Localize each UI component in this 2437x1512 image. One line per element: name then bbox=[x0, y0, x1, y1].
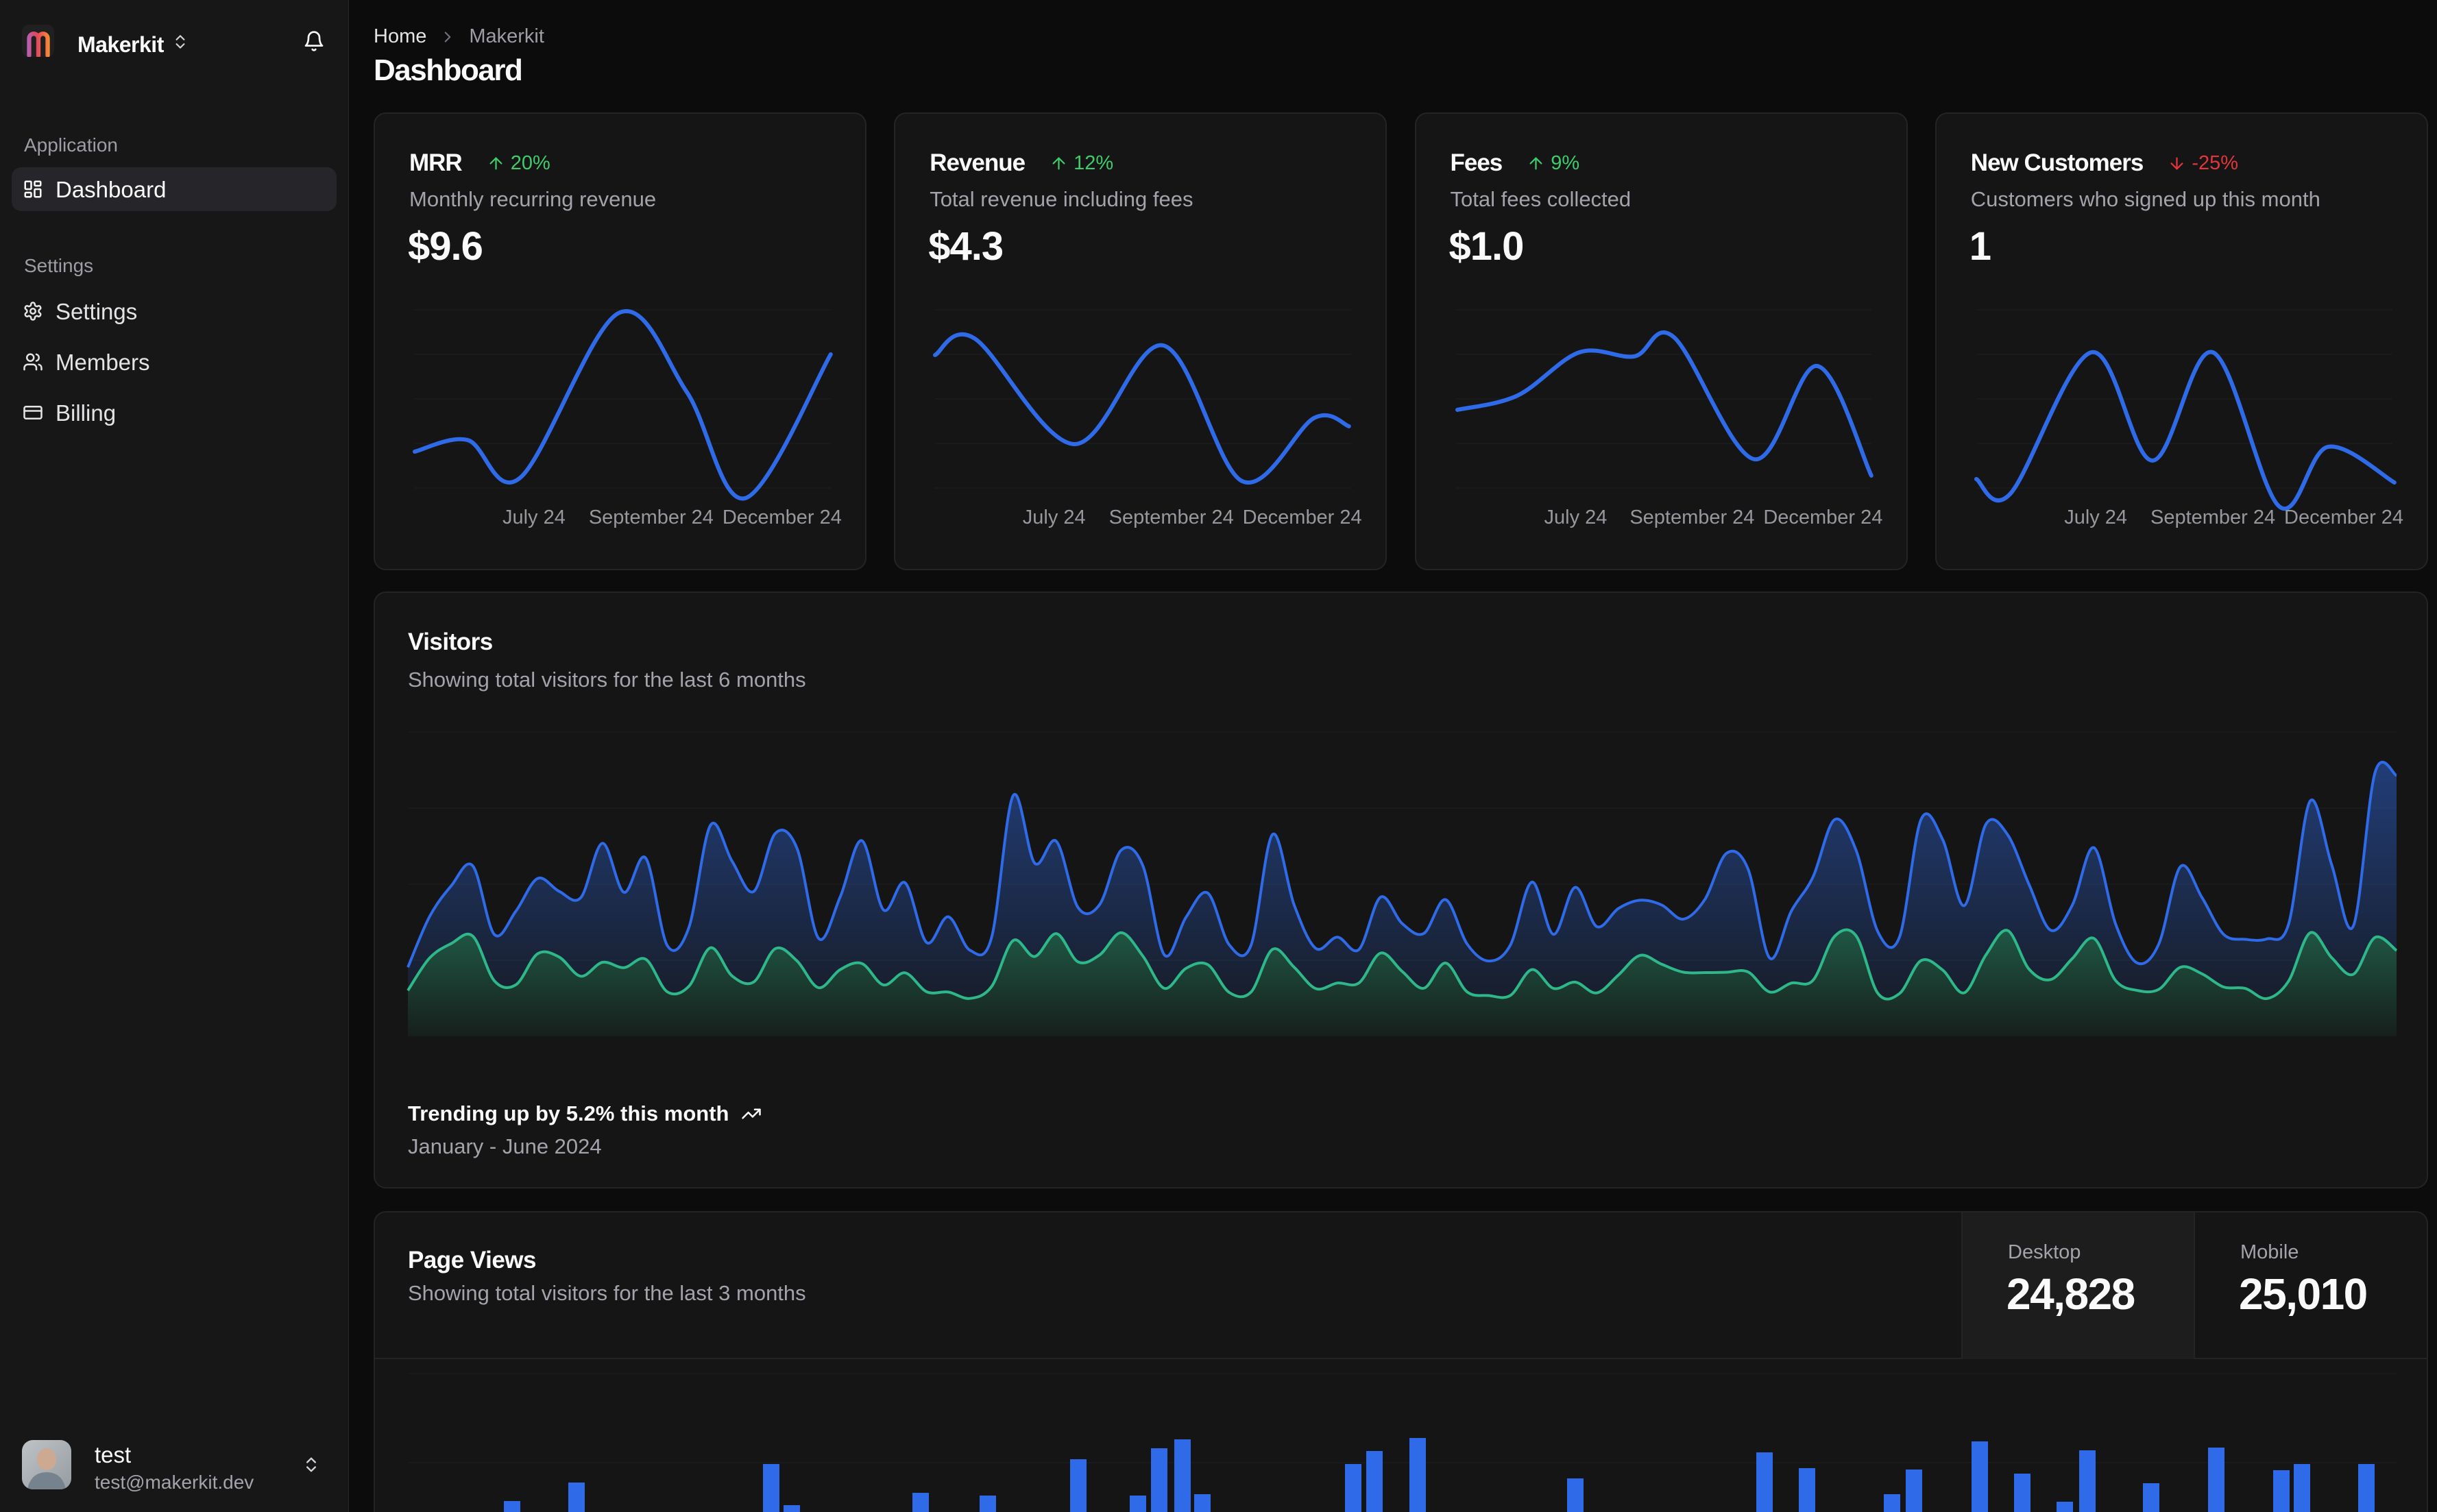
svg-text:July 24: July 24 bbox=[502, 507, 566, 528]
svg-text:September 24: September 24 bbox=[2150, 507, 2275, 528]
svg-text:December 24: December 24 bbox=[723, 507, 842, 528]
svg-text:December 24: December 24 bbox=[2284, 507, 2403, 528]
svg-text:September 24: September 24 bbox=[589, 507, 714, 528]
svg-text:December 24: December 24 bbox=[1243, 507, 1362, 528]
svg-text:December 24: December 24 bbox=[1763, 507, 1882, 528]
svg-text:July 24: July 24 bbox=[2064, 507, 2127, 528]
svg-text:July 24: July 24 bbox=[1023, 507, 1086, 528]
svg-text:September 24: September 24 bbox=[1109, 507, 1234, 528]
svg-text:September 24: September 24 bbox=[1629, 507, 1754, 528]
svg-text:July 24: July 24 bbox=[1544, 507, 1607, 528]
